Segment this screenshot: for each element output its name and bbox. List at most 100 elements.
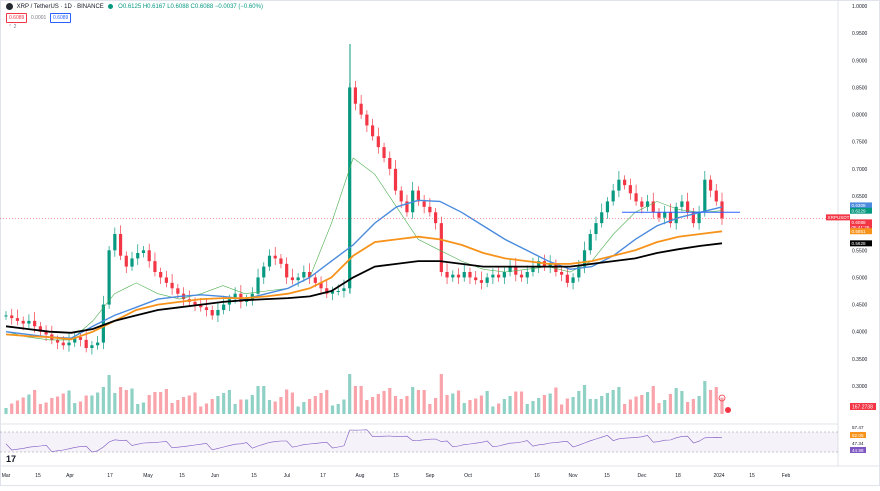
candle-body [33,320,37,327]
candle-body [382,147,386,158]
candle-body [262,266,266,278]
buy-price-box[interactable]: 0.6089 [50,13,72,23]
candle-body [250,293,254,300]
volume-bar [456,390,461,414]
volume-bar [376,394,380,414]
volume-bar [250,395,254,414]
volume-bar [525,404,529,414]
volume-bar [153,392,157,414]
volume-bar [382,391,386,414]
candle-body [531,266,535,272]
candle-body [296,277,300,281]
price-label: 0.6229 [850,207,872,214]
candle-body [691,212,695,224]
volume-bar [325,390,329,414]
rsi-label-text: 44.98 [852,448,864,453]
price-label-bg [850,219,872,226]
candle-body [445,272,449,278]
candle-body [342,288,346,291]
candle-body [353,87,358,104]
volume-bar [542,395,547,414]
volume-bar [468,400,472,414]
price-label: 0.6308 [850,202,872,209]
time-tick-label: Jul [284,473,290,479]
volume-bar [118,387,123,414]
volume-bar [290,392,294,414]
volume-bar [405,396,409,414]
candle-body [147,250,151,262]
volume-bar [159,392,163,414]
volume-bar [697,396,701,414]
time-tick-label: Dec [638,473,647,479]
candle-body [159,272,163,278]
volume-bar [21,397,25,414]
candle-body [124,255,128,267]
price-label-text: 0.6229 [852,209,866,214]
volume-bar [714,387,718,414]
volume-bar [239,399,243,414]
indicator-toggle[interactable]: ⌃ 2 [8,24,17,30]
volume-bar [554,387,558,414]
candle-body [668,212,673,224]
sell-price-box[interactable]: 0.6089 [6,13,28,23]
candle-body [336,291,340,292]
candle-body [170,282,174,289]
volume-bar [181,397,186,414]
volume-bar [10,403,14,414]
volume-bar [565,398,569,414]
price-label-text: 0.5628 [852,241,866,246]
candle-body [491,274,495,278]
candle-body [508,266,512,272]
volume-bar [485,391,489,414]
volume-bar [708,390,713,414]
volume-bar [651,386,655,414]
candle-body [502,272,506,278]
candle-body [90,345,94,348]
volume-bar [588,399,592,414]
candle-body [130,258,134,267]
time-tick-label: 17 [320,473,326,479]
candle-body [256,277,260,294]
indicator-count: 2 [13,24,17,30]
volume-bar [691,399,695,414]
price-label-text: 0.5851 [852,229,866,234]
volume-bar [147,395,151,414]
candle-body [571,277,575,283]
candle-body [588,234,592,251]
rsi-label-text: 57.47 [852,425,864,430]
volume-bar [4,408,8,414]
volume-bar [73,403,77,414]
volume-bar [514,391,518,414]
candle-body [67,342,71,346]
volume-bar [353,386,358,414]
ohlc-readout: O0.6125 H0.6167 L0.6088 C0.6088 −0.0037 … [118,4,263,11]
time-tick-label: Mar [2,473,11,479]
candle-body [663,212,667,218]
candle-body [393,168,398,191]
rsi-label: 57.47 [852,425,864,430]
time-tick-label: 15 [749,473,755,479]
symbol-title[interactable]: XRP / TetherUS · 1D · BINANCE [16,4,104,11]
candle-body [651,201,655,213]
candle-body [519,274,524,278]
volume-bar [548,393,552,414]
event-flag-icon [725,407,731,413]
rsi-label-bg [850,432,866,438]
volume-bar [577,391,581,414]
volume-bar [582,385,587,414]
candle-body [714,190,718,202]
candle-body [708,179,713,191]
candle-body [290,277,294,281]
volume-bar [15,400,20,414]
volume-bar [605,393,610,414]
candle-body [416,190,421,202]
volume-bar [113,393,117,414]
candle-body [548,263,552,267]
ema-fast-line [5,199,723,339]
volume-bar [193,392,197,414]
alert-clock-icon [718,394,726,402]
price-label: 0.6088 [850,219,872,226]
candle-body [645,201,650,207]
